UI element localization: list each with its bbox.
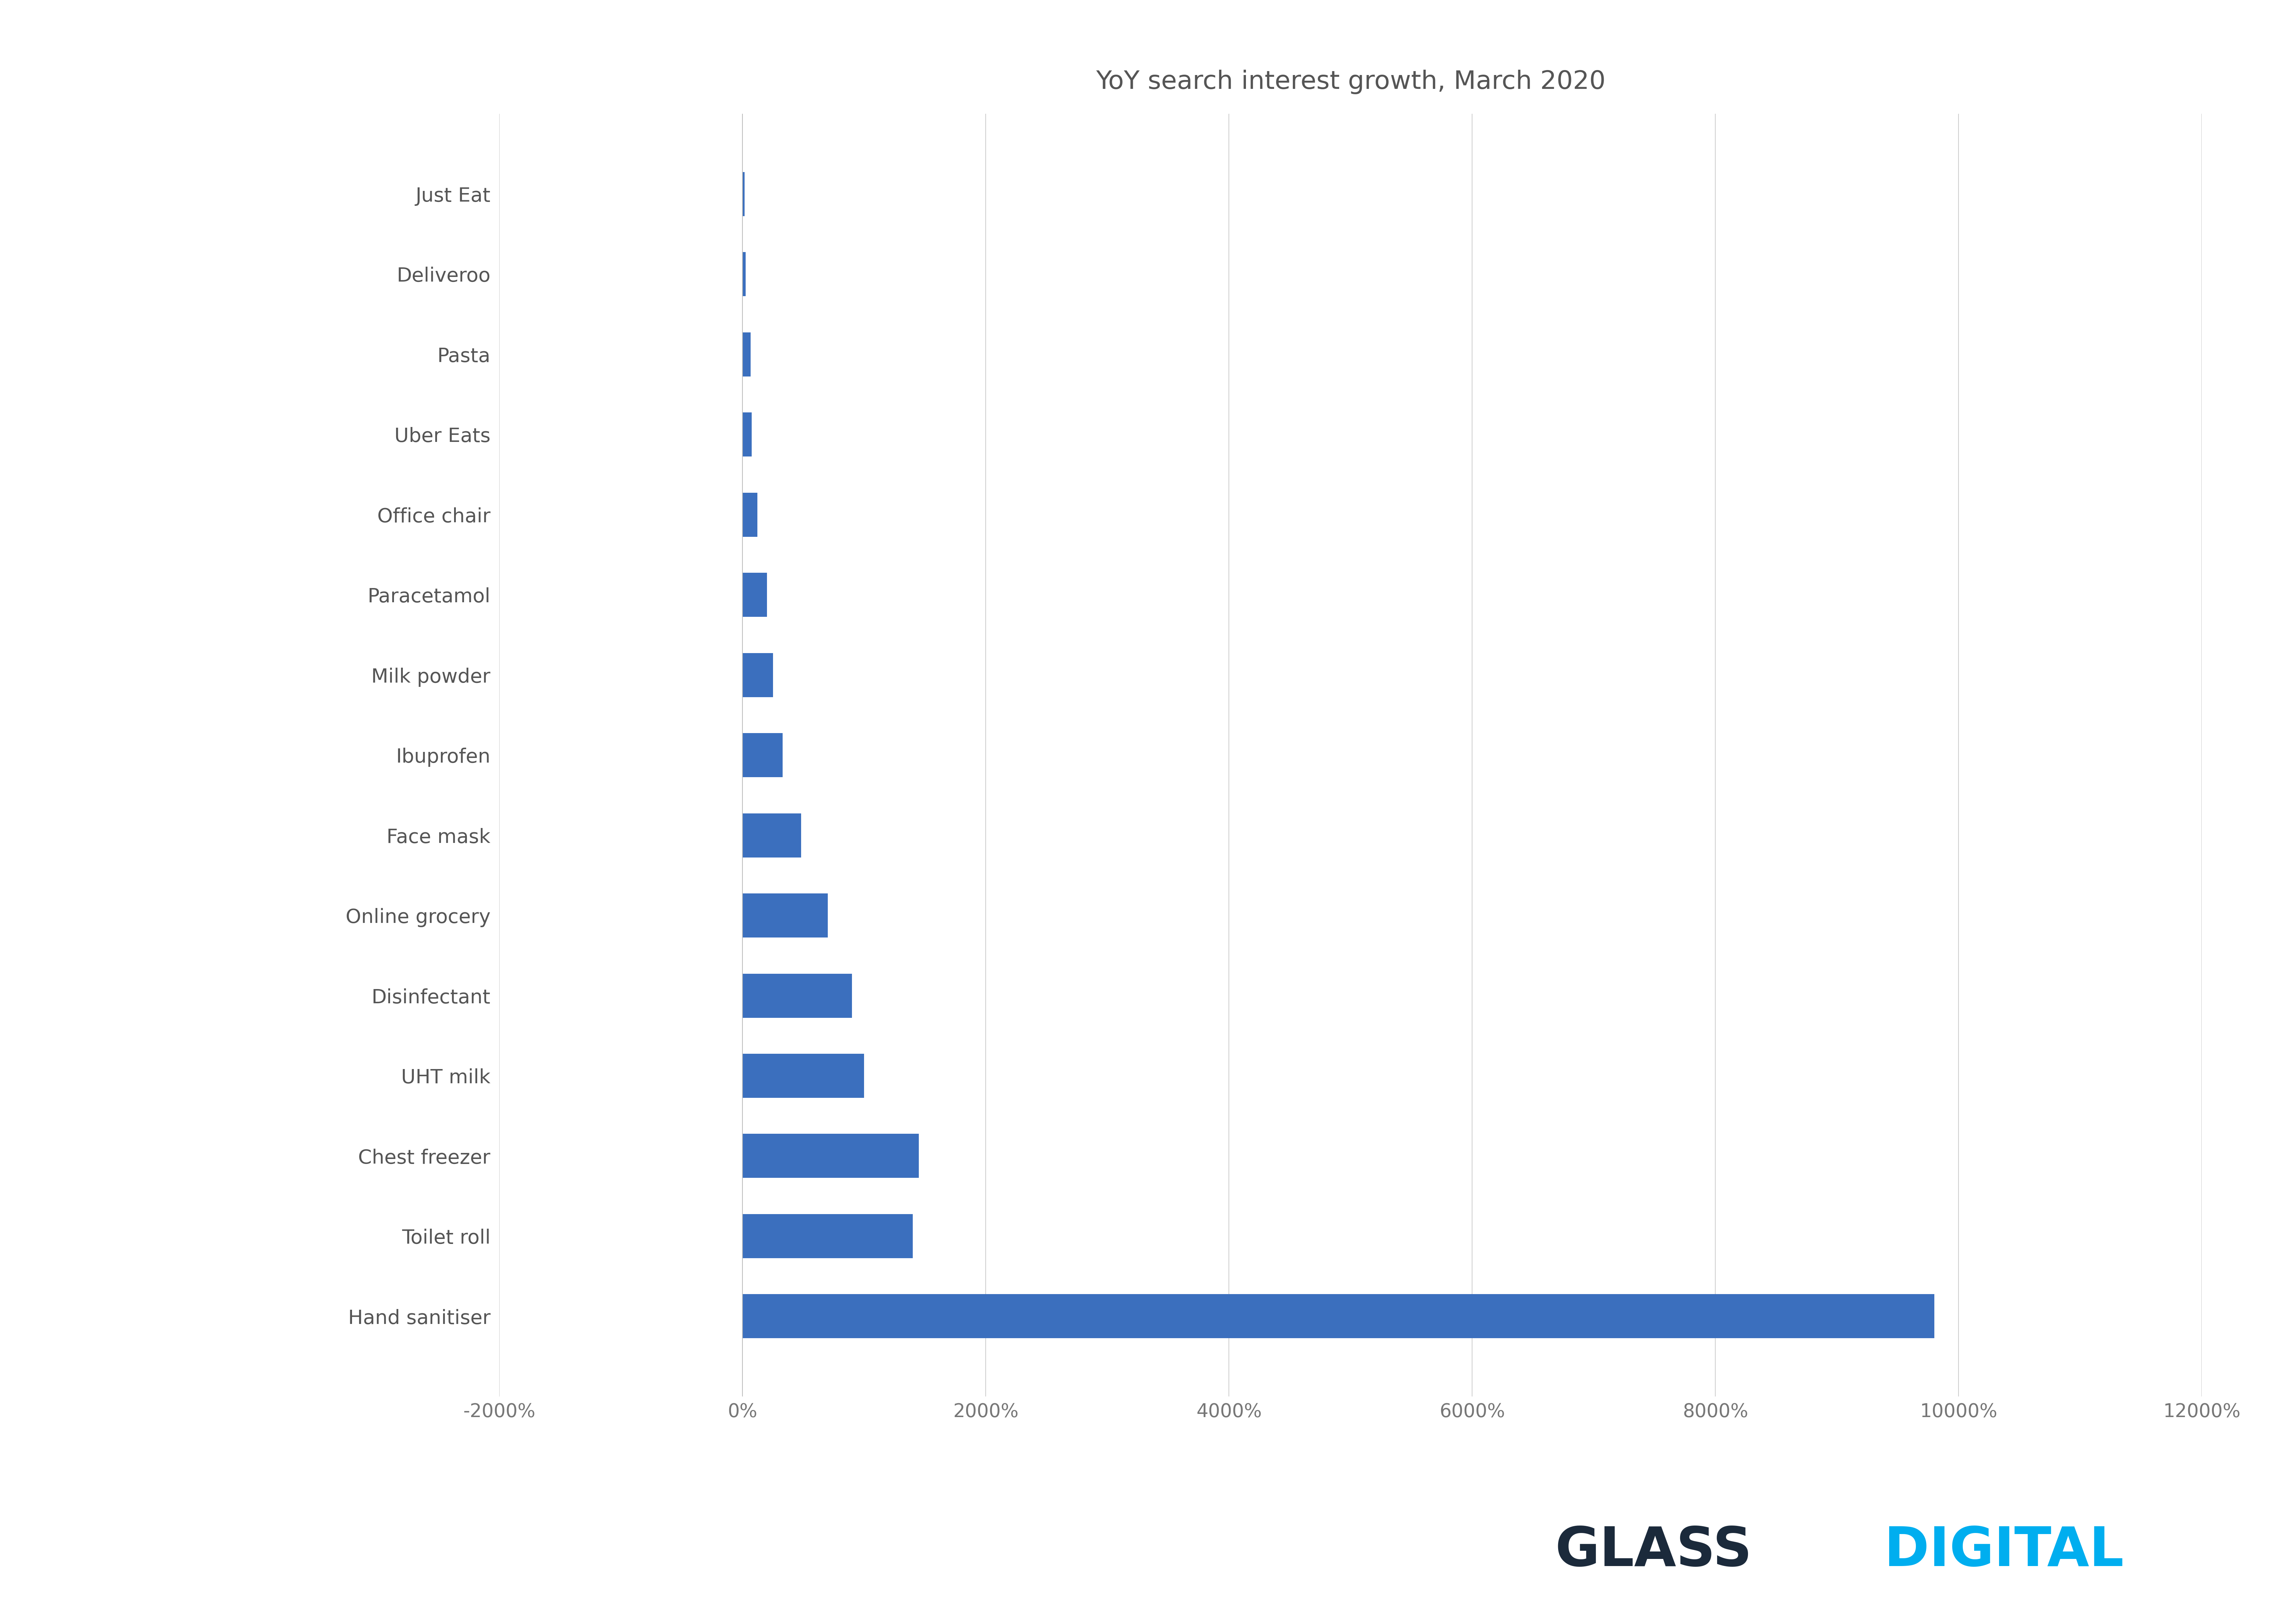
Bar bbox=[742, 893, 829, 937]
Title: YoY search interest growth, March 2020: YoY search interest growth, March 2020 bbox=[1096, 70, 1605, 94]
Bar bbox=[742, 732, 783, 778]
Bar bbox=[742, 333, 751, 377]
Bar bbox=[742, 573, 767, 617]
Text: GLASS: GLASS bbox=[1555, 1525, 1752, 1577]
Bar bbox=[742, 252, 745, 296]
Text: DIGITAL: DIGITAL bbox=[1884, 1525, 2125, 1577]
Bar bbox=[742, 1134, 919, 1177]
Bar bbox=[742, 492, 758, 536]
Bar bbox=[742, 1294, 1934, 1338]
Bar bbox=[742, 814, 801, 857]
Bar bbox=[742, 974, 851, 1018]
Bar bbox=[742, 653, 774, 697]
Bar bbox=[742, 412, 751, 456]
Bar bbox=[742, 1215, 913, 1259]
Bar bbox=[742, 1054, 865, 1098]
